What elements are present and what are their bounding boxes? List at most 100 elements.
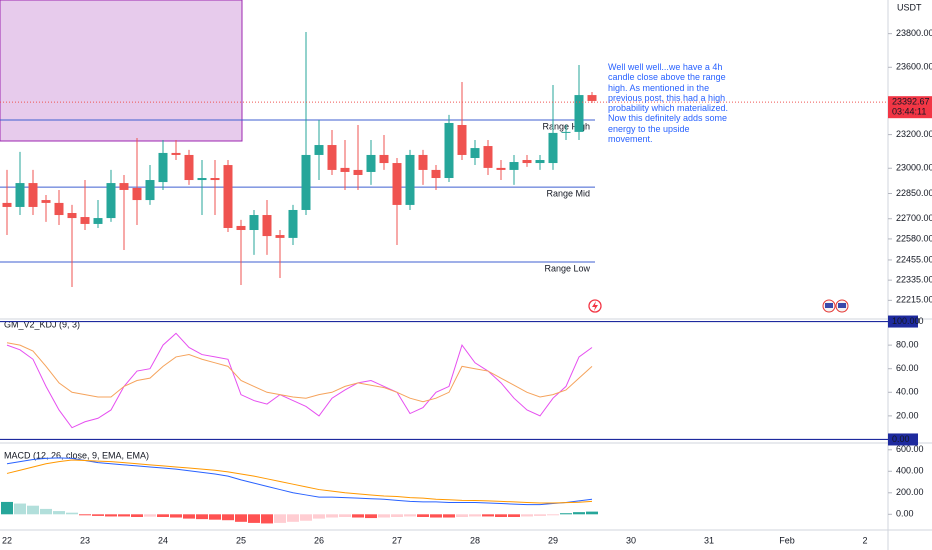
candle-body (158, 152, 168, 183)
y-tick-label: 23800.00 (896, 28, 932, 38)
y-tick-label: 22580.00 (896, 233, 932, 243)
histogram-bar (573, 512, 585, 515)
indicator-line (6, 459, 593, 504)
y-tick-label: 23600.00 (896, 62, 932, 72)
candle-body (392, 163, 402, 205)
histogram-bar (157, 514, 169, 517)
last-price-tag (888, 96, 932, 119)
y-tick-label: 60.00 (896, 363, 919, 373)
histogram-bar (521, 514, 533, 517)
histogram-bar (274, 514, 286, 523)
candle-body (587, 95, 597, 101)
candle-body (483, 146, 493, 168)
candle-body (275, 235, 285, 238)
y-tick-label: 200.00 (896, 487, 924, 497)
histogram-bar (170, 514, 182, 518)
histogram-bar (378, 514, 390, 518)
histogram-bar (352, 514, 364, 518)
last-price-label: 23392.67 (892, 97, 930, 107)
bound-tag (888, 315, 918, 328)
histogram-bar (313, 514, 325, 519)
histogram-bar (495, 514, 507, 517)
candle-body (2, 202, 12, 207)
event-flags[interactable] (822, 299, 849, 313)
histogram-bar (560, 513, 572, 515)
x-tick-label: Feb (779, 535, 795, 545)
y-tick-label: 600.00 (896, 444, 924, 454)
histogram-bar (144, 514, 156, 517)
y-tick-label: 22455.00 (896, 254, 932, 264)
replay-icon[interactable] (588, 299, 602, 313)
histogram-bar (456, 514, 468, 517)
x-tick-label: 24 (158, 535, 168, 545)
candle-body (15, 183, 25, 207)
candle-body (314, 145, 324, 155)
histogram-bar (105, 514, 117, 517)
candle-body (366, 154, 376, 172)
histogram-bar (547, 514, 559, 516)
x-tick-label: 28 (470, 535, 480, 545)
candle-body (327, 145, 337, 170)
histogram-bar (27, 505, 39, 515)
candle-body (288, 209, 298, 238)
candle-body (249, 215, 259, 231)
y-tick-label: 20.00 (896, 410, 919, 420)
candle-body (405, 154, 415, 205)
x-tick-label: 30 (626, 535, 636, 545)
histogram-bar (417, 514, 429, 517)
bound-tag (888, 433, 918, 446)
histogram-bar (131, 514, 143, 517)
indicator-line (6, 342, 593, 403)
x-tick-label: 29 (548, 535, 558, 545)
y-tick-label: 400.00 (896, 466, 924, 476)
y-tick-label: 23000.00 (896, 163, 932, 173)
x-tick-label: 31 (704, 535, 714, 545)
histogram-bar (1, 501, 13, 515)
candle-body (80, 217, 90, 224)
y-tick-label: 0.00 (896, 509, 914, 519)
bound-tag-label: 100.00 (892, 316, 920, 326)
x-tick-label: 2 (862, 535, 867, 545)
note-line: Well well well...we have a 4h (608, 62, 723, 72)
bound-tag-label: 0.00 (892, 434, 910, 444)
range-level-label: Range Mid (546, 188, 590, 198)
note-line: high. As mentioned in the (608, 82, 710, 93)
histogram-bar (66, 512, 78, 515)
range-level-label: Range Low (544, 263, 590, 273)
candle-body (535, 160, 545, 164)
candle-body (379, 154, 389, 164)
candle-body (353, 169, 363, 175)
histogram-bar (391, 514, 403, 517)
x-tick-label: 25 (236, 535, 246, 545)
candle-body (496, 167, 506, 170)
histogram-bar (482, 514, 494, 517)
x-tick-label: 23 (80, 535, 90, 545)
y-tick-label: 22335.00 (896, 275, 932, 285)
candle-body (223, 165, 233, 228)
indicator-line (6, 332, 593, 429)
candle-body (106, 183, 116, 219)
candle-body (444, 122, 454, 179)
histogram-bar (53, 511, 65, 515)
macd-title: MACD (12, 26, close, 9, EMA, EMA) (4, 450, 149, 460)
candle-body (28, 183, 38, 207)
candle-body (418, 154, 428, 170)
histogram-bar (300, 514, 312, 521)
note-line: movement. (608, 134, 653, 145)
x-tick-label: 27 (392, 535, 402, 545)
histogram-bar (92, 514, 104, 516)
note-line: energy to the upside (608, 123, 690, 134)
candle-body (522, 160, 532, 164)
note-line: previous post, this had a high (608, 92, 726, 103)
candle-body (548, 132, 558, 164)
y-tick-label: 22700.00 (896, 213, 932, 223)
histogram-bar (118, 514, 130, 517)
candle-body (210, 178, 220, 181)
histogram-bar (430, 514, 442, 518)
candle-body (93, 218, 103, 224)
histogram-bar (508, 514, 520, 517)
candle-body (470, 148, 480, 158)
y-tick-label: 40.00 (896, 387, 919, 397)
candle-body (457, 125, 467, 155)
